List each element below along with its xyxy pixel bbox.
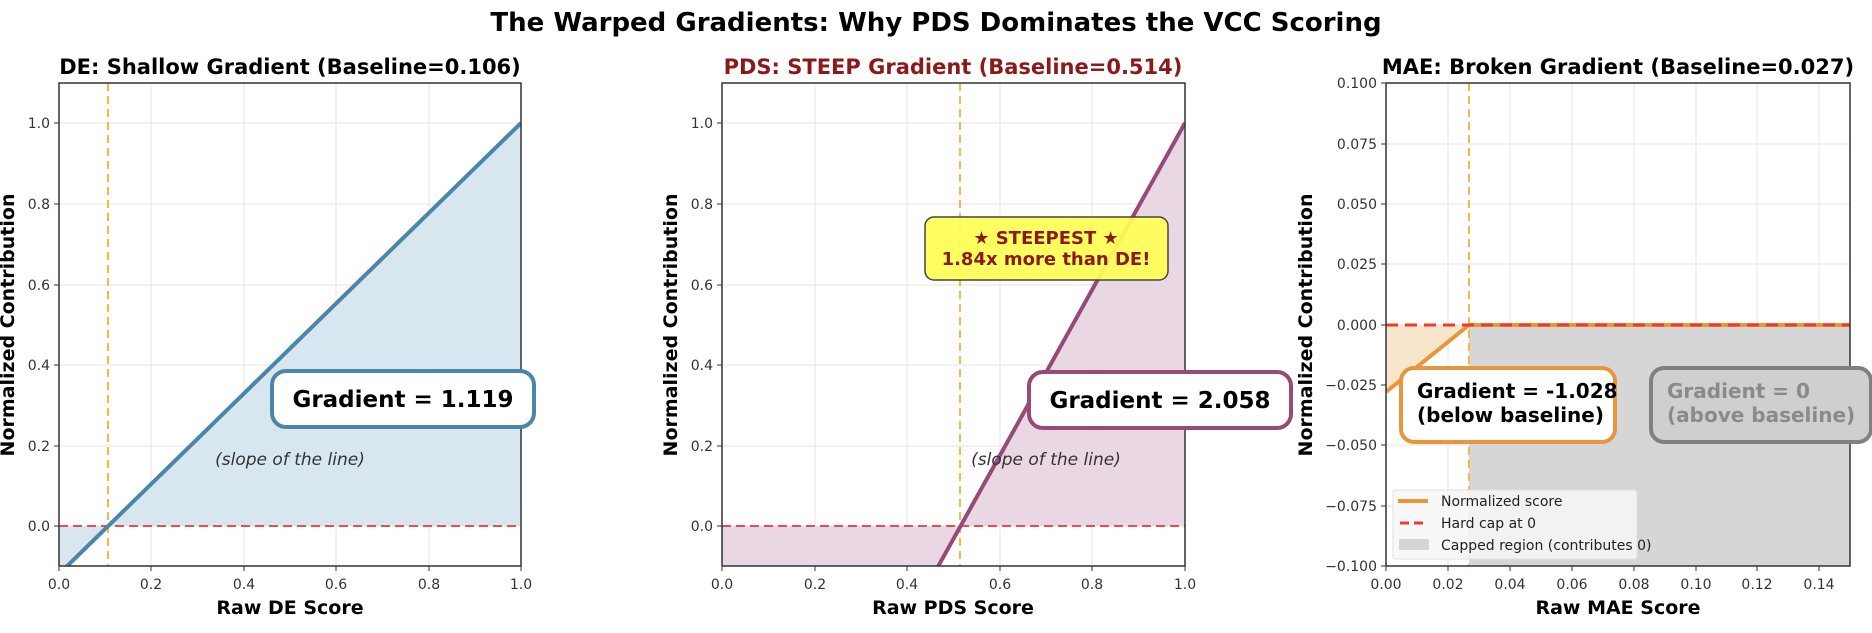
svg-text:1.0: 1.0 bbox=[28, 116, 50, 132]
svg-text:0.8: 0.8 bbox=[28, 197, 50, 213]
svg-text:0.12: 0.12 bbox=[1741, 577, 1772, 593]
gradient-below-box bbox=[1399, 366, 1617, 444]
svg-text:−0.025: −0.025 bbox=[1325, 378, 1377, 394]
callout-line-1: ★ STEEPEST ★ bbox=[973, 228, 1118, 249]
gradient-box bbox=[270, 369, 536, 429]
svg-text:0.6: 0.6 bbox=[325, 577, 347, 593]
svg-text:1.0: 1.0 bbox=[510, 577, 532, 593]
x-axis-ticks: 0.0 0.2 0.4 0.6 0.8 1.0 bbox=[48, 566, 532, 593]
gradient-above-box bbox=[1649, 366, 1872, 444]
x-axis-label: Raw DE Score bbox=[216, 597, 363, 619]
x-axis-label: Raw PDS Score bbox=[872, 597, 1034, 619]
svg-text:0.6: 0.6 bbox=[691, 278, 713, 294]
svg-text:0.0: 0.0 bbox=[48, 577, 70, 593]
svg-text:0.075: 0.075 bbox=[1337, 137, 1377, 153]
svg-text:0.025: 0.025 bbox=[1337, 257, 1377, 273]
svg-text:0.06: 0.06 bbox=[1556, 577, 1587, 593]
gradient-value: Gradient = 2.058 bbox=[1049, 388, 1270, 414]
svg-text:0.000: 0.000 bbox=[1337, 318, 1377, 334]
callout-line-2: 1.84x more than DE! bbox=[942, 249, 1151, 270]
svg-text:0.6: 0.6 bbox=[989, 577, 1011, 593]
panel-mae-title: MAE: Broken Gradient (Baseline=0.027) bbox=[1382, 55, 1854, 79]
svg-text:1.0: 1.0 bbox=[691, 116, 713, 132]
svg-text:0.4: 0.4 bbox=[28, 358, 50, 374]
gradient-below-line-2: (below baseline) bbox=[1417, 403, 1604, 427]
legend-frame bbox=[1392, 489, 1638, 560]
figure-title: The Warped Gradients: Why PDS Dominates … bbox=[490, 8, 1382, 38]
axes-frame bbox=[58, 82, 522, 567]
x-axis-ticks: 0.00 0.02 0.04 0.06 0.08 0.10 0.12 0.14 bbox=[1370, 566, 1835, 593]
svg-text:−0.050: −0.050 bbox=[1325, 438, 1377, 454]
normalized-score-line bbox=[936, 122, 1185, 566]
gradient-below-line-1: Gradient = -1.028 bbox=[1417, 379, 1618, 403]
panel-pds-title: PDS: STEEP Gradient (Baseline=0.514) bbox=[724, 55, 1183, 79]
y-axis-ticks: 0.0 0.2 0.4 0.6 0.8 1.0 bbox=[691, 116, 722, 535]
svg-text:0.2: 0.2 bbox=[804, 577, 826, 593]
legend-item-normalized-score: Normalized score bbox=[1441, 494, 1562, 510]
slope-note: (slope of the line) bbox=[971, 450, 1121, 470]
svg-text:0.100: 0.100 bbox=[1337, 76, 1377, 92]
svg-text:−0.075: −0.075 bbox=[1325, 499, 1377, 515]
panel-de: DE: Shallow Gradient (Baseline=0.106) bbox=[0, 55, 536, 619]
svg-text:0.8: 0.8 bbox=[691, 197, 713, 213]
slope-note: (slope of the line) bbox=[215, 450, 365, 470]
svg-text:0.00: 0.00 bbox=[1370, 577, 1401, 593]
gradient-box bbox=[1027, 370, 1293, 430]
y-axis-ticks: 0.100 0.075 0.050 0.025 0.000 −0.025 −0.… bbox=[1325, 76, 1386, 575]
fill-below-zero bbox=[722, 526, 960, 566]
gradient-above-line-2: (above baseline) bbox=[1667, 403, 1855, 427]
x-axis-label: Raw MAE Score bbox=[1535, 597, 1700, 619]
y-axis-label: Normalized Contribution bbox=[660, 194, 682, 457]
steepest-callout bbox=[924, 216, 1169, 281]
svg-text:0.2: 0.2 bbox=[28, 439, 50, 455]
svg-text:1.0: 1.0 bbox=[1174, 577, 1196, 593]
x-axis-ticks: 0.0 0.2 0.4 0.6 0.8 1.0 bbox=[711, 566, 1196, 593]
gradient-value: Gradient = 1.119 bbox=[292, 387, 513, 413]
svg-text:0.4: 0.4 bbox=[691, 358, 713, 374]
svg-text:0.10: 0.10 bbox=[1680, 577, 1711, 593]
panel-de-title: DE: Shallow Gradient (Baseline=0.106) bbox=[59, 55, 521, 79]
svg-text:0.8: 0.8 bbox=[418, 577, 440, 593]
svg-text:0.4: 0.4 bbox=[896, 577, 918, 593]
svg-text:0.050: 0.050 bbox=[1337, 197, 1377, 213]
y-axis-ticks: 0.0 0.2 0.4 0.6 0.8 1.0 bbox=[28, 116, 59, 535]
svg-text:0.02: 0.02 bbox=[1432, 577, 1463, 593]
svg-text:0.4: 0.4 bbox=[233, 577, 255, 593]
svg-text:0.6: 0.6 bbox=[28, 278, 50, 294]
gradient-above-line-1: Gradient = 0 bbox=[1667, 379, 1810, 403]
svg-text:0.04: 0.04 bbox=[1494, 577, 1525, 593]
legend-patch-icon bbox=[1399, 539, 1429, 550]
axes-frame bbox=[721, 82, 1186, 567]
panel-mae: MAE: Broken Gradient (Baseline=0.027) bbox=[1295, 55, 1872, 619]
svg-text:0.0: 0.0 bbox=[691, 519, 713, 535]
svg-text:0.0: 0.0 bbox=[711, 577, 733, 593]
svg-text:0.14: 0.14 bbox=[1803, 577, 1834, 593]
svg-text:0.2: 0.2 bbox=[140, 577, 162, 593]
svg-text:0.2: 0.2 bbox=[691, 439, 713, 455]
svg-text:0.8: 0.8 bbox=[1081, 577, 1103, 593]
svg-text:−0.100: −0.100 bbox=[1325, 559, 1377, 575]
panel-pds: PDS: STEEP Gradient (Baseline=0.514) 0.0… bbox=[660, 55, 1293, 619]
y-axis-label: Normalized Contribution bbox=[1295, 194, 1317, 457]
y-axis-label: Normalized Contribution bbox=[0, 194, 19, 457]
legend-item-capped-region: Capped region (contributes 0) bbox=[1441, 538, 1652, 554]
legend: Normalized score Hard cap at 0 Capped re… bbox=[1392, 489, 1652, 560]
svg-text:0.0: 0.0 bbox=[28, 519, 50, 535]
normalized-score-line bbox=[64, 121, 521, 566]
legend-item-hard-cap: Hard cap at 0 bbox=[1441, 516, 1536, 532]
svg-text:0.08: 0.08 bbox=[1618, 577, 1649, 593]
